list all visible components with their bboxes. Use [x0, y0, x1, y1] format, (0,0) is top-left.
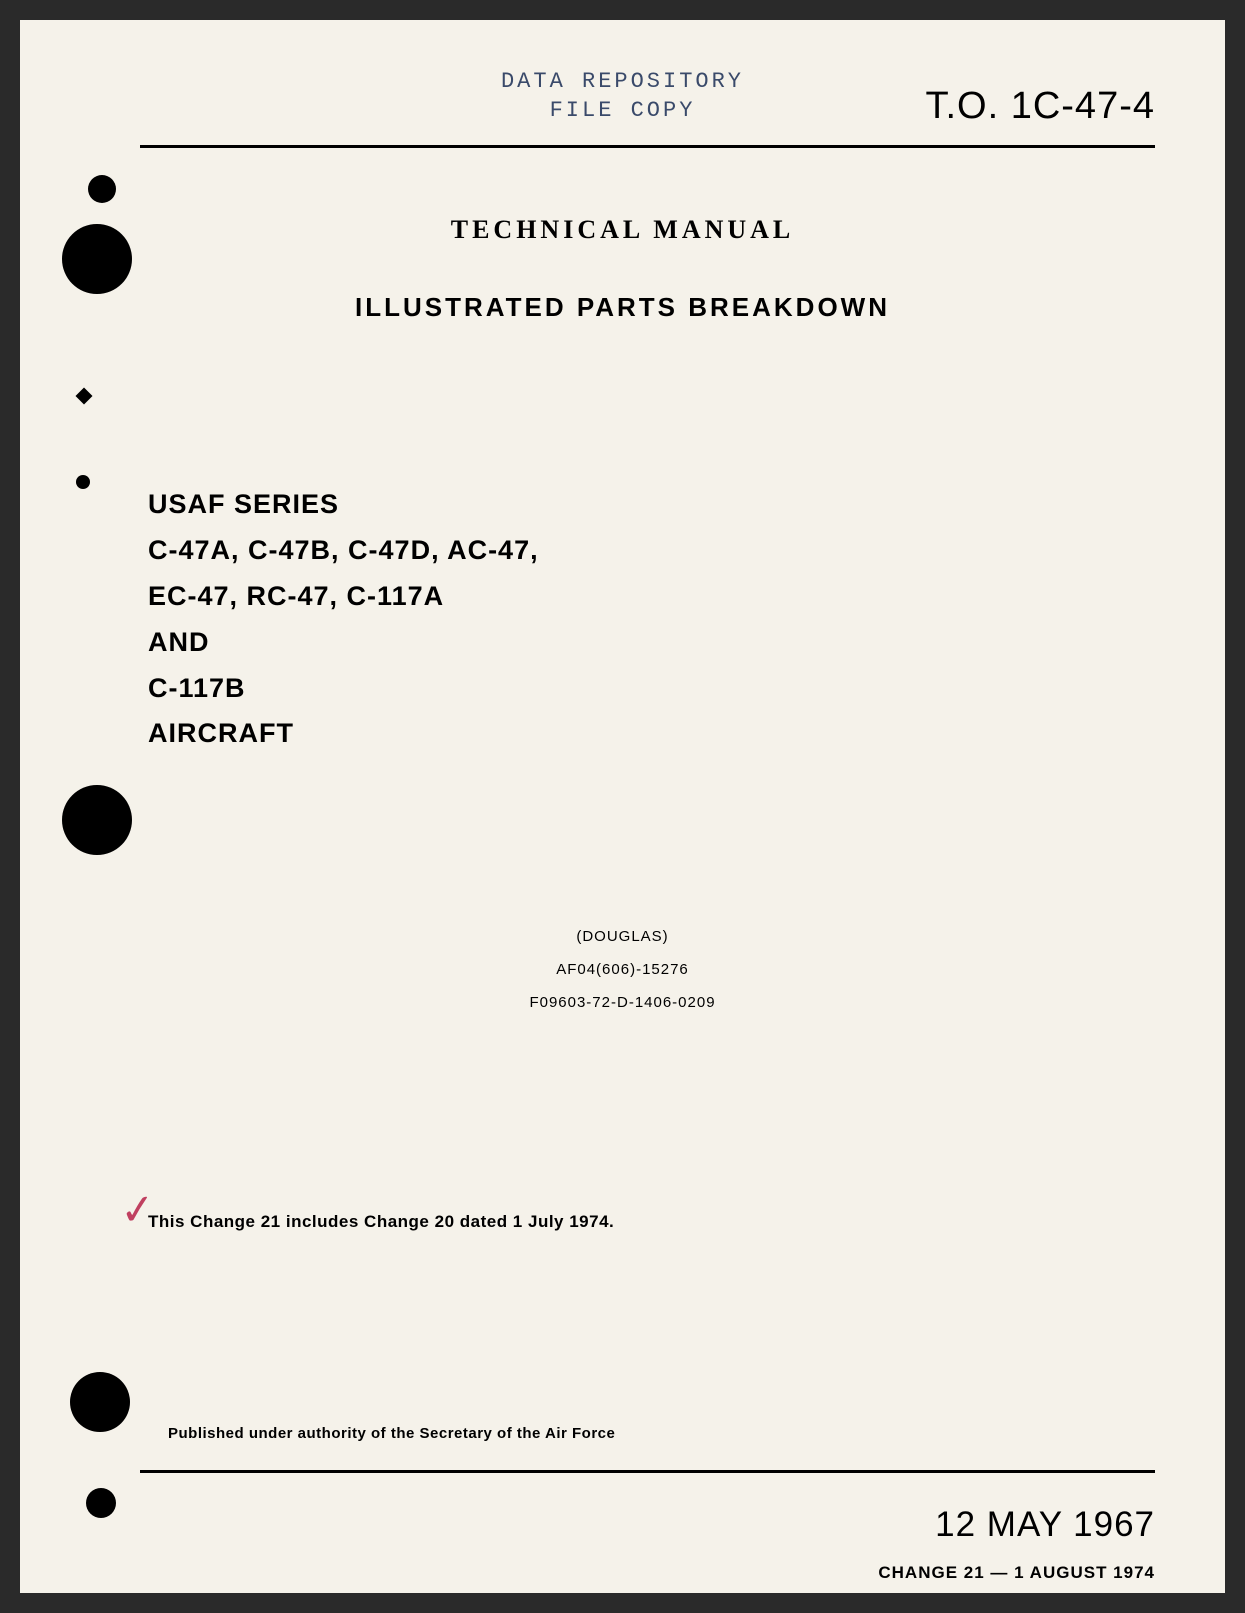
horizontal-rule — [140, 1470, 1155, 1473]
series-line: AIRCRAFT — [148, 711, 539, 757]
punch-hole — [62, 785, 132, 855]
punch-hole — [62, 224, 132, 294]
technical-order-number: T.O. 1C-47-4 — [925, 85, 1155, 128]
punch-hole — [86, 1488, 116, 1518]
document-subtitle: ILLUSTRATED PARTS BREAKDOWN — [355, 292, 890, 323]
contractor-block: (DOUGLAS) AF04(606)-15276 F09603-72-D-14… — [529, 920, 715, 1019]
change-note: This Change 21 includes Change 20 dated … — [148, 1212, 614, 1232]
document-heading: TECHNICAL MANUAL — [451, 215, 795, 245]
publication-date: 12 MAY 1967 — [878, 1505, 1155, 1545]
date-block: 12 MAY 1967 CHANGE 21 — 1 AUGUST 1974 — [878, 1505, 1155, 1583]
contract-number: F09603-72-D-1406-0209 — [529, 986, 715, 1019]
document-page: DATA REPOSITORY FILE COPY T.O. 1C-47-4 T… — [20, 20, 1225, 1593]
stamp-line: DATA REPOSITORY — [501, 68, 744, 97]
series-line: EC-47, RC-47, C-117A — [148, 574, 539, 620]
series-line: C-117B — [148, 666, 539, 712]
mark-icon — [76, 388, 93, 405]
contract-number: AF04(606)-15276 — [529, 953, 715, 986]
series-line: C-47A, C-47B, C-47D, AC-47, — [148, 528, 539, 574]
mark-icon — [76, 475, 90, 489]
repository-stamp: DATA REPOSITORY FILE COPY — [501, 68, 744, 125]
series-line: AND — [148, 620, 539, 666]
authority-statement: Published under authority of the Secreta… — [168, 1425, 615, 1442]
punch-hole — [88, 175, 116, 203]
punch-hole — [70, 1372, 130, 1432]
stamp-line: FILE COPY — [501, 97, 744, 126]
change-date: CHANGE 21 — 1 AUGUST 1974 — [878, 1563, 1155, 1583]
aircraft-series-block: USAF SERIES C-47A, C-47B, C-47D, AC-47, … — [148, 482, 539, 757]
series-line: USAF SERIES — [148, 482, 539, 528]
contractor-name: (DOUGLAS) — [529, 920, 715, 953]
horizontal-rule — [140, 145, 1155, 148]
